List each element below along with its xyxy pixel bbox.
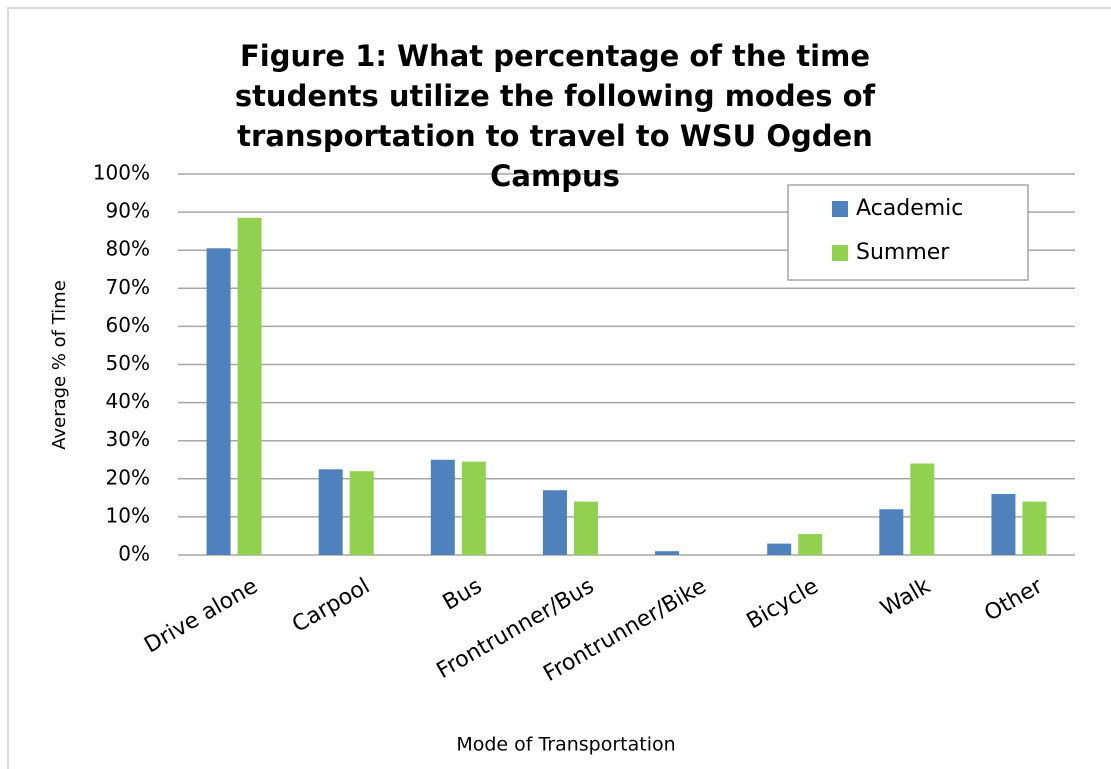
y-tick-label: 40% [106,389,150,413]
bar [237,217,262,555]
y-tick-label: 0% [118,542,150,566]
x-axis-label: Mode of Transportation [456,734,675,756]
y-tick-label: 80% [106,237,150,261]
bar [798,534,823,555]
x-tick-label: Drive alone [140,574,262,659]
bar [655,551,680,555]
y-tick-label: 90% [106,199,150,223]
bar [461,461,486,555]
y-tick-label: 30% [106,427,150,451]
bar [573,501,598,555]
x-tick-label: Walk [877,574,935,622]
bar [767,543,792,555]
legend-label: Academic [856,196,963,221]
bar [991,494,1016,555]
legend-label: Summer [856,240,950,265]
frame [7,7,1111,769]
bar [879,509,904,555]
chart-title: Figure 1: What percentage of the time st… [234,39,876,193]
y-tick-label: 100% [93,161,150,185]
x-tick-label: Bicycle [743,574,823,635]
bar [318,469,343,555]
y-tick-label: 60% [106,313,150,337]
bar [430,459,455,555]
x-tick-label: Other [980,573,1047,626]
y-tick-label: 70% [106,275,150,299]
legend-swatch [832,201,848,217]
y-tick-label: 10% [106,503,150,527]
bar [1022,501,1047,555]
y-axis-label: Average % of Time [49,280,70,450]
bar [542,490,567,555]
x-tick-label: Carpool [288,574,374,638]
legend-swatch [832,245,848,261]
y-tick-label: 50% [106,351,150,375]
bar [910,463,935,555]
legend-box [787,184,1029,281]
bar [349,471,374,555]
x-tick-label: Bus [439,574,487,616]
y-tick-label: 20% [106,465,150,489]
bar [206,248,231,556]
